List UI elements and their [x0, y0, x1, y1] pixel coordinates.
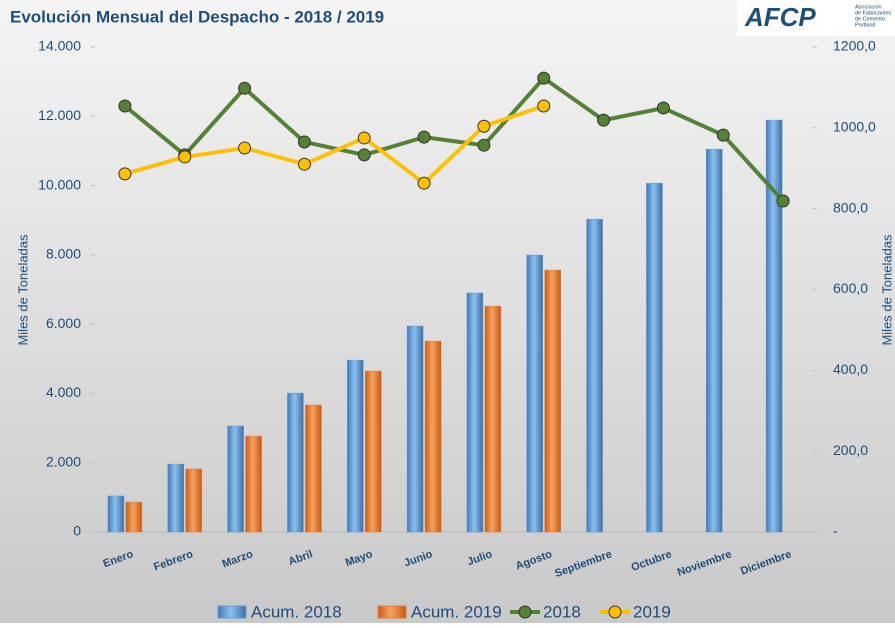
bar — [646, 182, 663, 533]
legend-label: 2018 — [543, 602, 581, 621]
marker — [297, 135, 311, 149]
marker — [297, 157, 311, 171]
bar — [706, 148, 723, 533]
marker — [238, 141, 252, 155]
y2-tick-label: 800,0 — [833, 199, 868, 215]
legend-swatch — [217, 605, 247, 619]
marker — [238, 81, 252, 95]
bar — [406, 325, 424, 533]
y-axis-label: Miles de Toneladas — [15, 234, 30, 346]
marker — [477, 138, 491, 152]
marker — [178, 150, 192, 164]
marker — [118, 167, 132, 181]
bar — [586, 218, 603, 533]
y-tick-label: 8.000 — [46, 246, 81, 262]
y2-axis-label: Miles de Toneladas — [879, 234, 894, 346]
legend-label: 2019 — [633, 602, 671, 621]
logo-line: Portland — [855, 22, 876, 28]
y-tick-label: 4.000 — [46, 384, 81, 400]
y-tick-label: 10.000 — [38, 176, 81, 192]
chart-title: Evolución Mensual del Despacho - 2018 / … — [10, 7, 384, 26]
y2-tick-label: 200,0 — [833, 442, 868, 458]
bar — [107, 495, 125, 533]
bar — [347, 359, 364, 533]
y2-tick-label: 600,0 — [833, 280, 868, 296]
marker — [537, 99, 551, 113]
bar — [466, 292, 484, 533]
bar — [765, 119, 783, 533]
marker — [716, 128, 730, 142]
legend-label: Acum. 2018 — [251, 602, 342, 621]
bar — [185, 468, 202, 533]
legend-label: Acum. 2019 — [411, 602, 502, 621]
logo-box — [737, 0, 895, 36]
bar — [305, 404, 322, 533]
bar — [167, 463, 184, 533]
bar — [245, 435, 262, 533]
y2-tick-label: - — [833, 523, 838, 539]
marker — [597, 113, 611, 127]
bar — [227, 425, 244, 533]
legend-swatch — [518, 605, 532, 619]
y2-tick-label: 400,0 — [833, 361, 868, 377]
y-tick-label: 2.000 — [46, 453, 81, 469]
marker — [776, 194, 790, 208]
marker — [656, 101, 670, 115]
y2-tick-label: 1200,0 — [833, 38, 876, 54]
logo-line: Asociación — [855, 4, 882, 10]
logo-line: de Cemento — [855, 16, 885, 22]
marker — [357, 148, 371, 162]
marker — [417, 176, 431, 190]
logo-text: AFCP — [744, 2, 816, 32]
line — [123, 76, 785, 203]
logo-line: de Fabricantes — [855, 10, 892, 16]
marker — [537, 71, 551, 85]
y-tick-label: 0 — [73, 523, 81, 539]
y-tick-label: 6.000 — [46, 315, 81, 331]
line — [124, 104, 545, 186]
bar — [526, 254, 543, 533]
y-tick-label: 12.000 — [38, 107, 81, 123]
logo: AFCP Asociación de Fabricantes de Cement… — [737, 0, 895, 36]
y-tick-label: 14.000 — [38, 38, 81, 54]
y2-tick-label: 1000,0 — [833, 119, 876, 135]
legend-swatch — [608, 605, 622, 619]
bar — [125, 501, 143, 533]
marker — [118, 99, 132, 113]
bar — [365, 370, 382, 533]
bar — [544, 269, 561, 533]
legend-swatch — [377, 605, 407, 619]
bar — [424, 340, 442, 533]
bar — [287, 392, 304, 533]
bar — [484, 305, 502, 533]
marker — [417, 130, 431, 144]
marker — [357, 131, 371, 145]
marker — [477, 119, 491, 133]
